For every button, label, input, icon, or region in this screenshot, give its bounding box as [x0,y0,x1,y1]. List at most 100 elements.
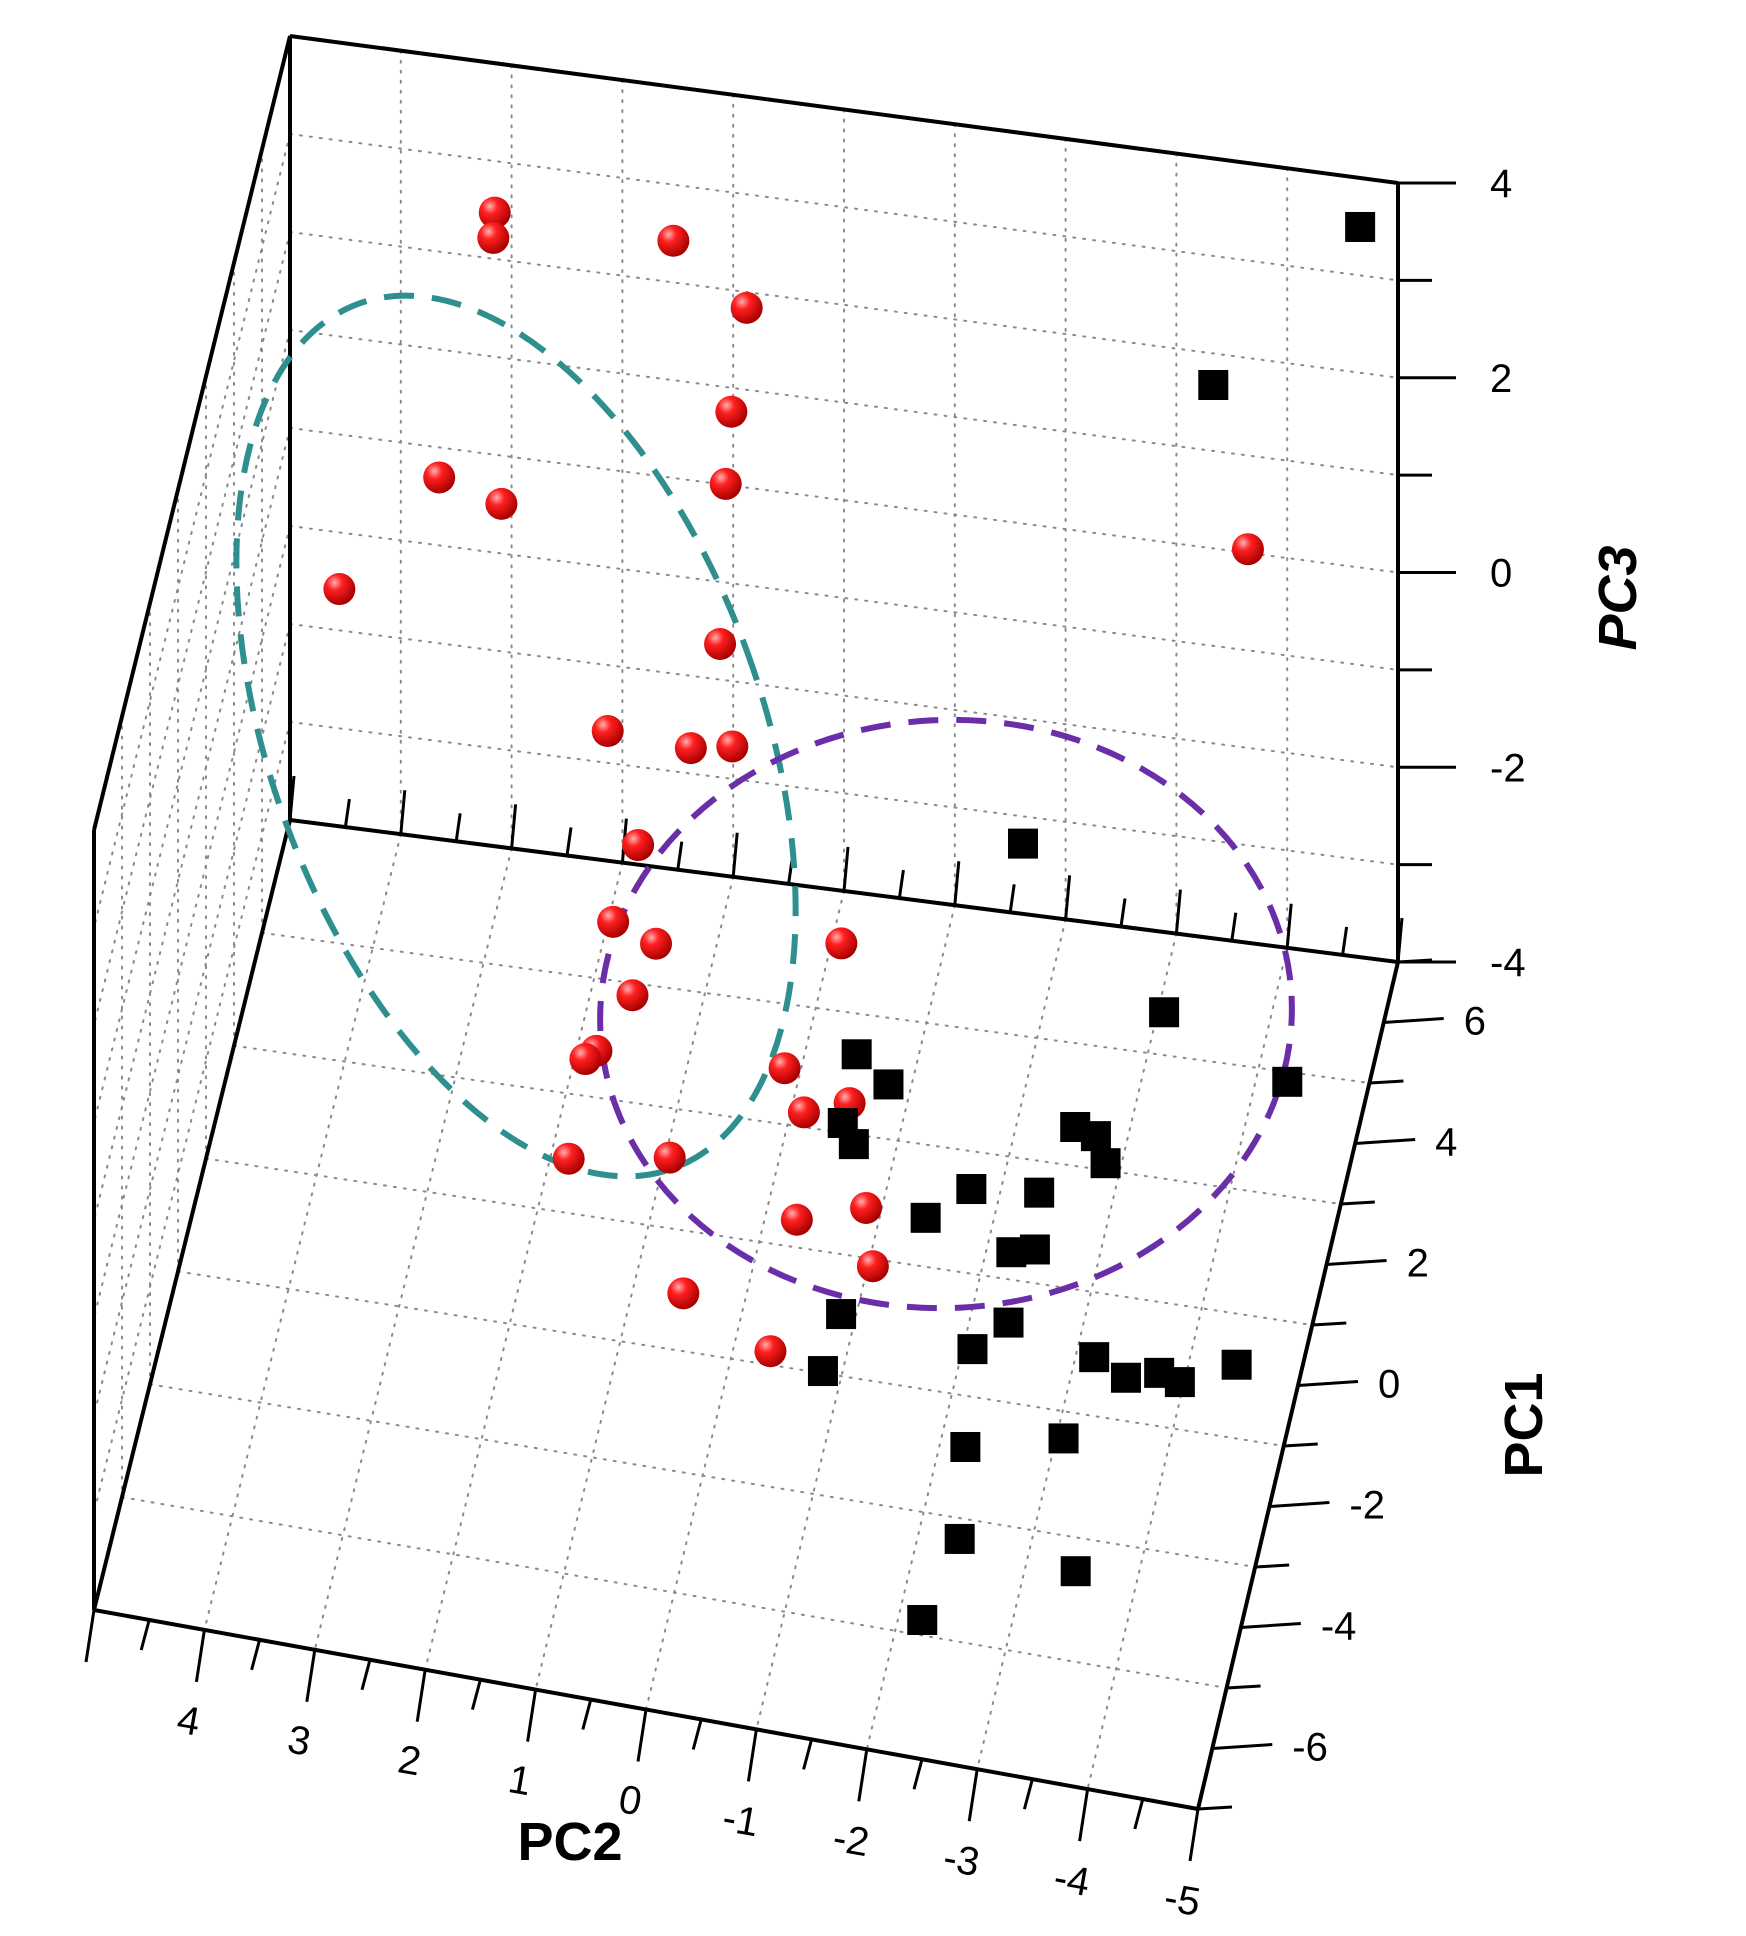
black-square-point [1080,1121,1111,1152]
red-sphere-point [754,1335,787,1368]
red-sphere-point [674,732,707,765]
black-square-point [1024,1177,1055,1208]
grid-line [233,1044,1342,1205]
black-square-point [826,1299,857,1330]
grid-line [645,890,845,1711]
red-sphere-point [716,730,749,763]
y-tick [1326,1259,1387,1266]
x-tick [912,1758,924,1790]
x-tick [802,1738,814,1770]
y-tick [1355,1138,1416,1145]
black-square-point [1110,1362,1141,1393]
x-tick [1174,889,1182,934]
x-tick [1119,898,1127,927]
y-tick [1283,1442,1318,1448]
y-tick-label: 0 [1378,1363,1400,1407]
grid-line [261,931,1371,1084]
y-tick-label: 6 [1464,1000,1486,1044]
red-sphere-point [709,467,742,500]
black-square-point [1164,1367,1195,1398]
red-sphere-point [780,1203,813,1236]
black-square-point [1198,369,1229,400]
black-square-point [1090,1148,1121,1179]
black-square-point [873,1069,904,1100]
grid-line [289,329,1399,477]
y-tick-label: -6 [1292,1726,1328,1770]
grid-line [93,329,291,1124]
x-tick [1022,1778,1034,1810]
red-sphere-point [591,715,624,748]
x-tick [857,1749,869,1802]
axis-frame-line [289,34,1399,185]
red-sphere-point [616,979,649,1012]
x-tick [510,804,518,849]
black-square-point [993,1307,1024,1338]
grid-line [203,833,402,1631]
x-tick [139,1619,151,1651]
x-tick-label: -2 [830,1816,873,1866]
red-sphere-point [856,1250,889,1283]
x-tick [1230,912,1238,941]
z-tick-label: 4 [1490,162,1512,206]
x-tick [399,790,407,835]
black-square-point [996,1237,1027,1268]
z-tick-label: 0 [1490,552,1512,596]
z-axis-title: PC3 [1588,545,1648,650]
y-tick [1312,1321,1347,1327]
axis-frame-line [92,819,292,1611]
grid-line [93,721,291,1514]
x-tick-label: -3 [940,1836,983,1886]
red-sphere-point [597,905,630,938]
axes [84,34,1456,1862]
x-tick [360,1659,372,1691]
grid-line [121,1496,1228,1689]
data-points [323,196,1376,1635]
y-tick [1397,958,1433,964]
red-group-ellipse [233,292,799,1180]
x-tick [194,1629,206,1683]
grid-line [93,231,291,1026]
x-tick [565,827,573,856]
y-tick-label: 4 [1435,1121,1457,1165]
red-sphere-point [653,1141,686,1174]
x-tick [897,869,905,899]
red-sphere-point [478,196,511,229]
x-tick [1133,1798,1145,1830]
grid-line [93,427,291,1221]
x-tick [454,813,462,842]
red-sphere-point [622,829,655,862]
x-tick-label: -5 [1161,1875,1204,1925]
x-tick [84,1609,96,1663]
x-tick [343,798,351,828]
x-tick-label: 3 [284,1717,314,1764]
black-square-point [956,1174,987,1205]
grid-line [93,525,291,1319]
x-tick [305,1649,317,1703]
black-square-point [838,1129,869,1160]
y-tick [1240,1622,1301,1629]
z-tick-label: -2 [1490,746,1526,790]
red-sphere-point [552,1142,585,1175]
x-tick [1008,884,1016,913]
x-tick [1396,917,1404,963]
x-tick [250,1639,262,1671]
x-tick [288,775,296,821]
red-sphere-point [715,395,748,428]
black-square-point [1221,1349,1252,1380]
black-square-point [1008,828,1038,859]
grid-line [205,1157,1314,1326]
y-tick [1212,1743,1273,1750]
x-tick [691,1719,703,1750]
grid-line [865,918,1067,1751]
y-tick [1340,1200,1375,1206]
y-tick [1383,1017,1444,1024]
grid-line [289,721,1399,866]
grid-line [93,133,291,929]
red-sphere-point [825,927,858,960]
y-tick [1255,1563,1290,1569]
axis-frame-line [92,35,292,831]
x-tick [676,841,684,870]
red-sphere-point [657,224,690,257]
x-tick [953,861,961,906]
grid-line [313,847,513,1651]
